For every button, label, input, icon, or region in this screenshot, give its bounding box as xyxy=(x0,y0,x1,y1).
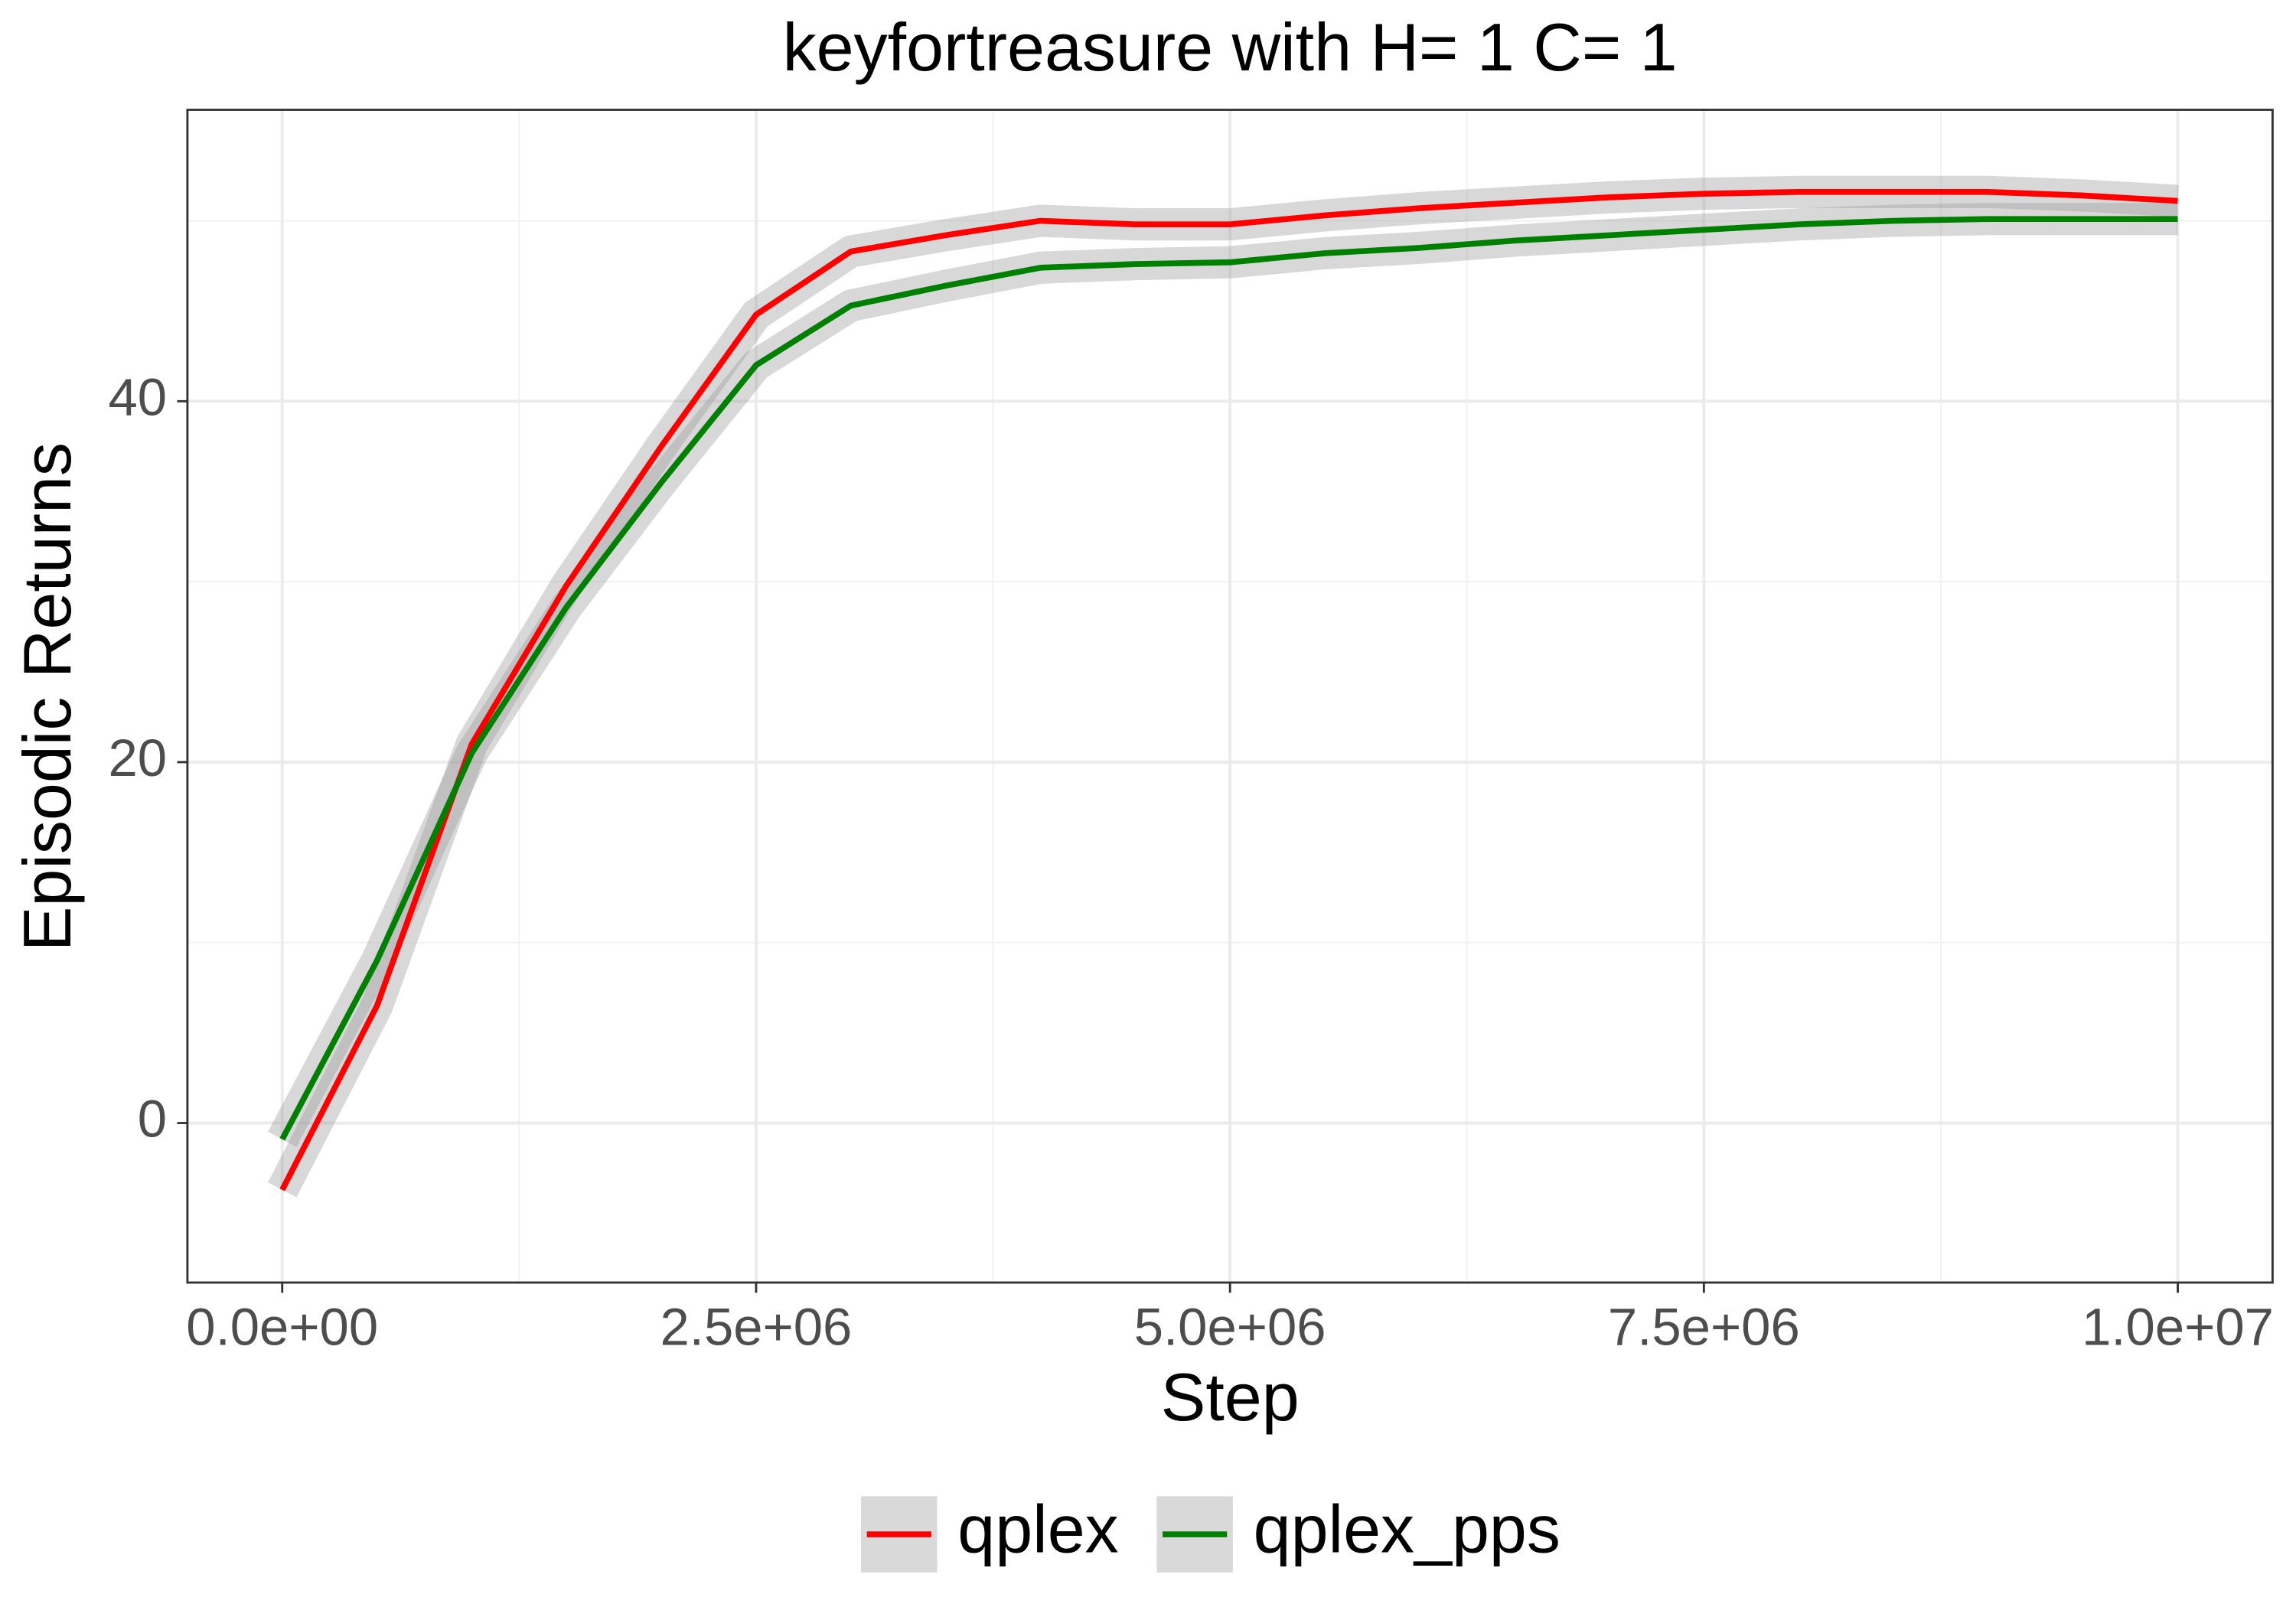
y-tick-label: 20 xyxy=(109,729,168,787)
x-tick-label: 0.0e+00 xyxy=(186,1297,378,1356)
plot-area xyxy=(268,175,2179,1198)
legend-label: qplex xyxy=(957,1491,1118,1566)
y-tick-label: 0 xyxy=(138,1090,167,1149)
y-tick-label: 40 xyxy=(109,368,168,427)
x-axis-title: Step xyxy=(1161,1359,1300,1435)
axes: 0.0e+00 2.5e+06 5.0e+06 7.5e+06 1.0e+07 0 20 40 xyxy=(109,109,2274,1356)
x-tick-label: 7.5e+06 xyxy=(1608,1297,1800,1356)
x-tick-label: 5.0e+06 xyxy=(1134,1297,1326,1356)
y-axis-title: Episodic Returns xyxy=(9,442,85,951)
chart-title: keyfortreasure with H= 1 C= 1 xyxy=(783,9,1678,85)
x-tick-label: 1.0e+07 xyxy=(2082,1297,2274,1356)
series-line xyxy=(279,188,2178,1191)
grid xyxy=(187,109,2273,1283)
legend: qplex qplex_pps xyxy=(861,1491,1561,1573)
panel-border xyxy=(186,109,2274,1284)
series-line xyxy=(279,216,2178,1141)
x-tick-label: 2.5e+06 xyxy=(660,1297,853,1356)
legend-label: qplex_pps xyxy=(1254,1491,1561,1566)
